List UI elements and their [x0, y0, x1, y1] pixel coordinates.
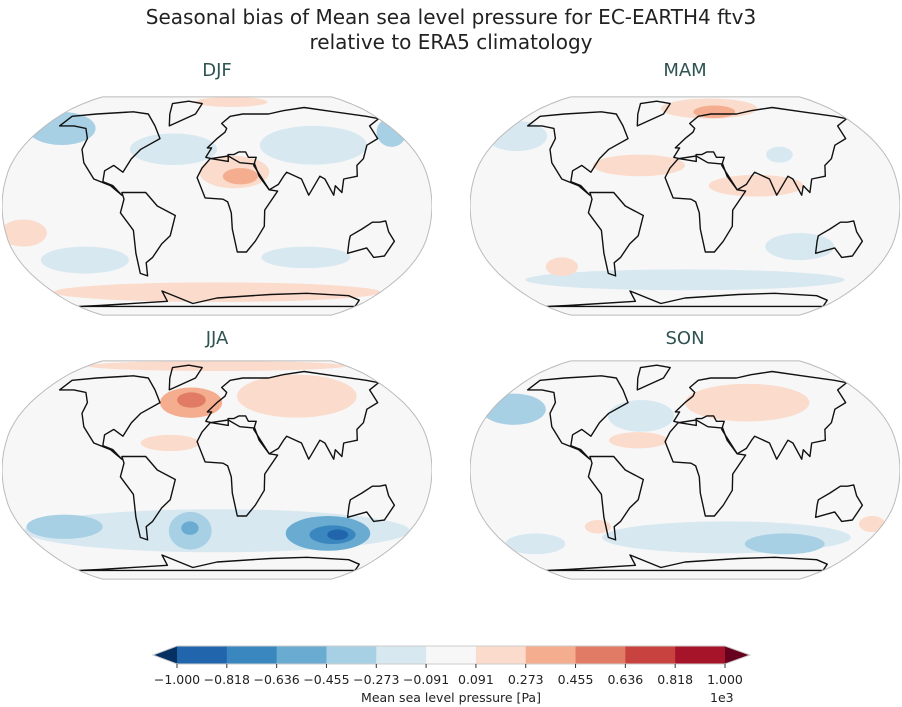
bias-anomaly-region — [261, 246, 351, 269]
coastline — [664, 155, 747, 253]
colorbar-bin — [525, 646, 577, 664]
map-border — [470, 96, 900, 316]
colorbar-tick-label: 0.455 — [557, 672, 594, 687]
colorbar-tick-label: −0.273 — [353, 672, 400, 687]
colorbar-tick-label: −0.455 — [303, 672, 350, 687]
colorbar-tick-label: −0.818 — [203, 672, 250, 687]
colorbar-bin — [675, 646, 726, 664]
coastline — [78, 290, 360, 308]
coastline — [526, 111, 629, 196]
coastline — [78, 554, 360, 572]
bias-anomaly-region — [525, 269, 845, 291]
colorbar-bin — [226, 646, 278, 664]
panel-title-jja: JJA — [205, 328, 229, 349]
coastline — [546, 554, 828, 572]
map-border — [470, 360, 900, 580]
figure-title-line-2: relative to ERA5 climatology — [309, 30, 593, 54]
colorbar-tick-label: 0.636 — [607, 672, 644, 687]
map-son — [470, 360, 900, 580]
colorbar-label: Mean sea level pressure [Pa] — [361, 690, 541, 705]
coastline — [814, 484, 864, 523]
bias-anomaly-region — [177, 392, 206, 408]
colorbar-under-arrow — [153, 646, 177, 664]
bias-anomaly-region — [2, 219, 47, 247]
colorbar-bin — [625, 646, 676, 664]
coastline — [636, 100, 671, 127]
colorbar-tick-label: −0.636 — [253, 672, 300, 687]
bias-anomaly-region — [129, 133, 217, 166]
coastline — [587, 455, 644, 541]
bias-anomaly-region — [766, 146, 793, 163]
bias-anomaly-region — [87, 360, 347, 371]
bias-anomaly-region — [140, 434, 200, 452]
colorbar-tick-label: 1.000 — [707, 672, 743, 687]
bias-anomaly-region — [195, 96, 268, 107]
colorbar-bin — [426, 646, 477, 664]
bias-anomaly-region — [26, 514, 103, 539]
colorbar-tick-label: 0.091 — [458, 672, 494, 687]
coastline — [58, 375, 161, 460]
coastline — [205, 106, 380, 196]
map-mam — [470, 96, 900, 316]
bias-anomaly-region — [593, 154, 685, 177]
coastline — [664, 419, 747, 517]
bias-anomaly-region — [545, 257, 578, 277]
coastline — [346, 484, 396, 523]
colorbar-tick-label: 0.818 — [657, 672, 694, 687]
bias-anomaly-region — [181, 521, 199, 535]
coastline — [587, 191, 644, 277]
coastline — [196, 419, 279, 517]
figure-title-line-1: Seasonal bias of Mean sea level pressure… — [145, 5, 757, 29]
coastline — [119, 455, 176, 541]
bias-anomaly-region — [858, 515, 886, 533]
coastline — [196, 155, 279, 253]
bias-anomaly-region — [607, 400, 674, 432]
bias-anomaly-region — [222, 168, 258, 185]
bias-anomaly-region — [40, 246, 129, 274]
colorbar-tick-label: −1.000 — [153, 672, 201, 687]
coastline — [58, 111, 161, 196]
colorbar-bin — [276, 646, 327, 664]
colorbar-tick-label: 0.273 — [507, 672, 544, 687]
map-border — [2, 96, 432, 316]
bias-anomaly-region — [609, 432, 668, 449]
coastline — [546, 290, 828, 308]
coastline — [673, 106, 848, 196]
colorbar-bin — [326, 646, 377, 664]
coastline — [814, 220, 864, 259]
colorbar-tick-label: −0.091 — [402, 672, 450, 687]
coastline — [119, 191, 176, 277]
colorbar-bin — [177, 646, 228, 664]
colorbar-bin — [475, 646, 527, 664]
panel-title-mam: MAM — [663, 60, 707, 81]
map-jja — [2, 360, 432, 580]
colorbar-bin — [575, 646, 626, 664]
bias-anomaly-region — [744, 533, 825, 555]
coastline — [636, 364, 671, 391]
colorbar-multiplier: 1e3 — [710, 690, 734, 705]
coastline — [168, 364, 203, 391]
colorbar-bin — [376, 646, 427, 664]
bias-anomaly-region — [259, 125, 367, 165]
map-border — [2, 360, 432, 580]
coastline — [205, 370, 380, 460]
coastline — [346, 220, 396, 259]
bias-anomaly-region — [584, 520, 611, 534]
panel-title-djf: DJF — [202, 60, 232, 81]
coastline — [168, 100, 203, 127]
coastline — [526, 375, 629, 460]
colorbar-over-arrow — [725, 646, 750, 664]
bias-anomaly-region — [327, 529, 349, 541]
bias-anomaly-region — [505, 533, 566, 555]
bias-anomaly-region — [685, 383, 810, 422]
bias-anomaly-region — [236, 374, 357, 418]
bias-anomaly-region — [53, 282, 381, 303]
map-djf — [2, 96, 432, 316]
map-background — [470, 96, 900, 316]
panel-title-son: SON — [665, 328, 705, 349]
coastline — [673, 370, 848, 460]
